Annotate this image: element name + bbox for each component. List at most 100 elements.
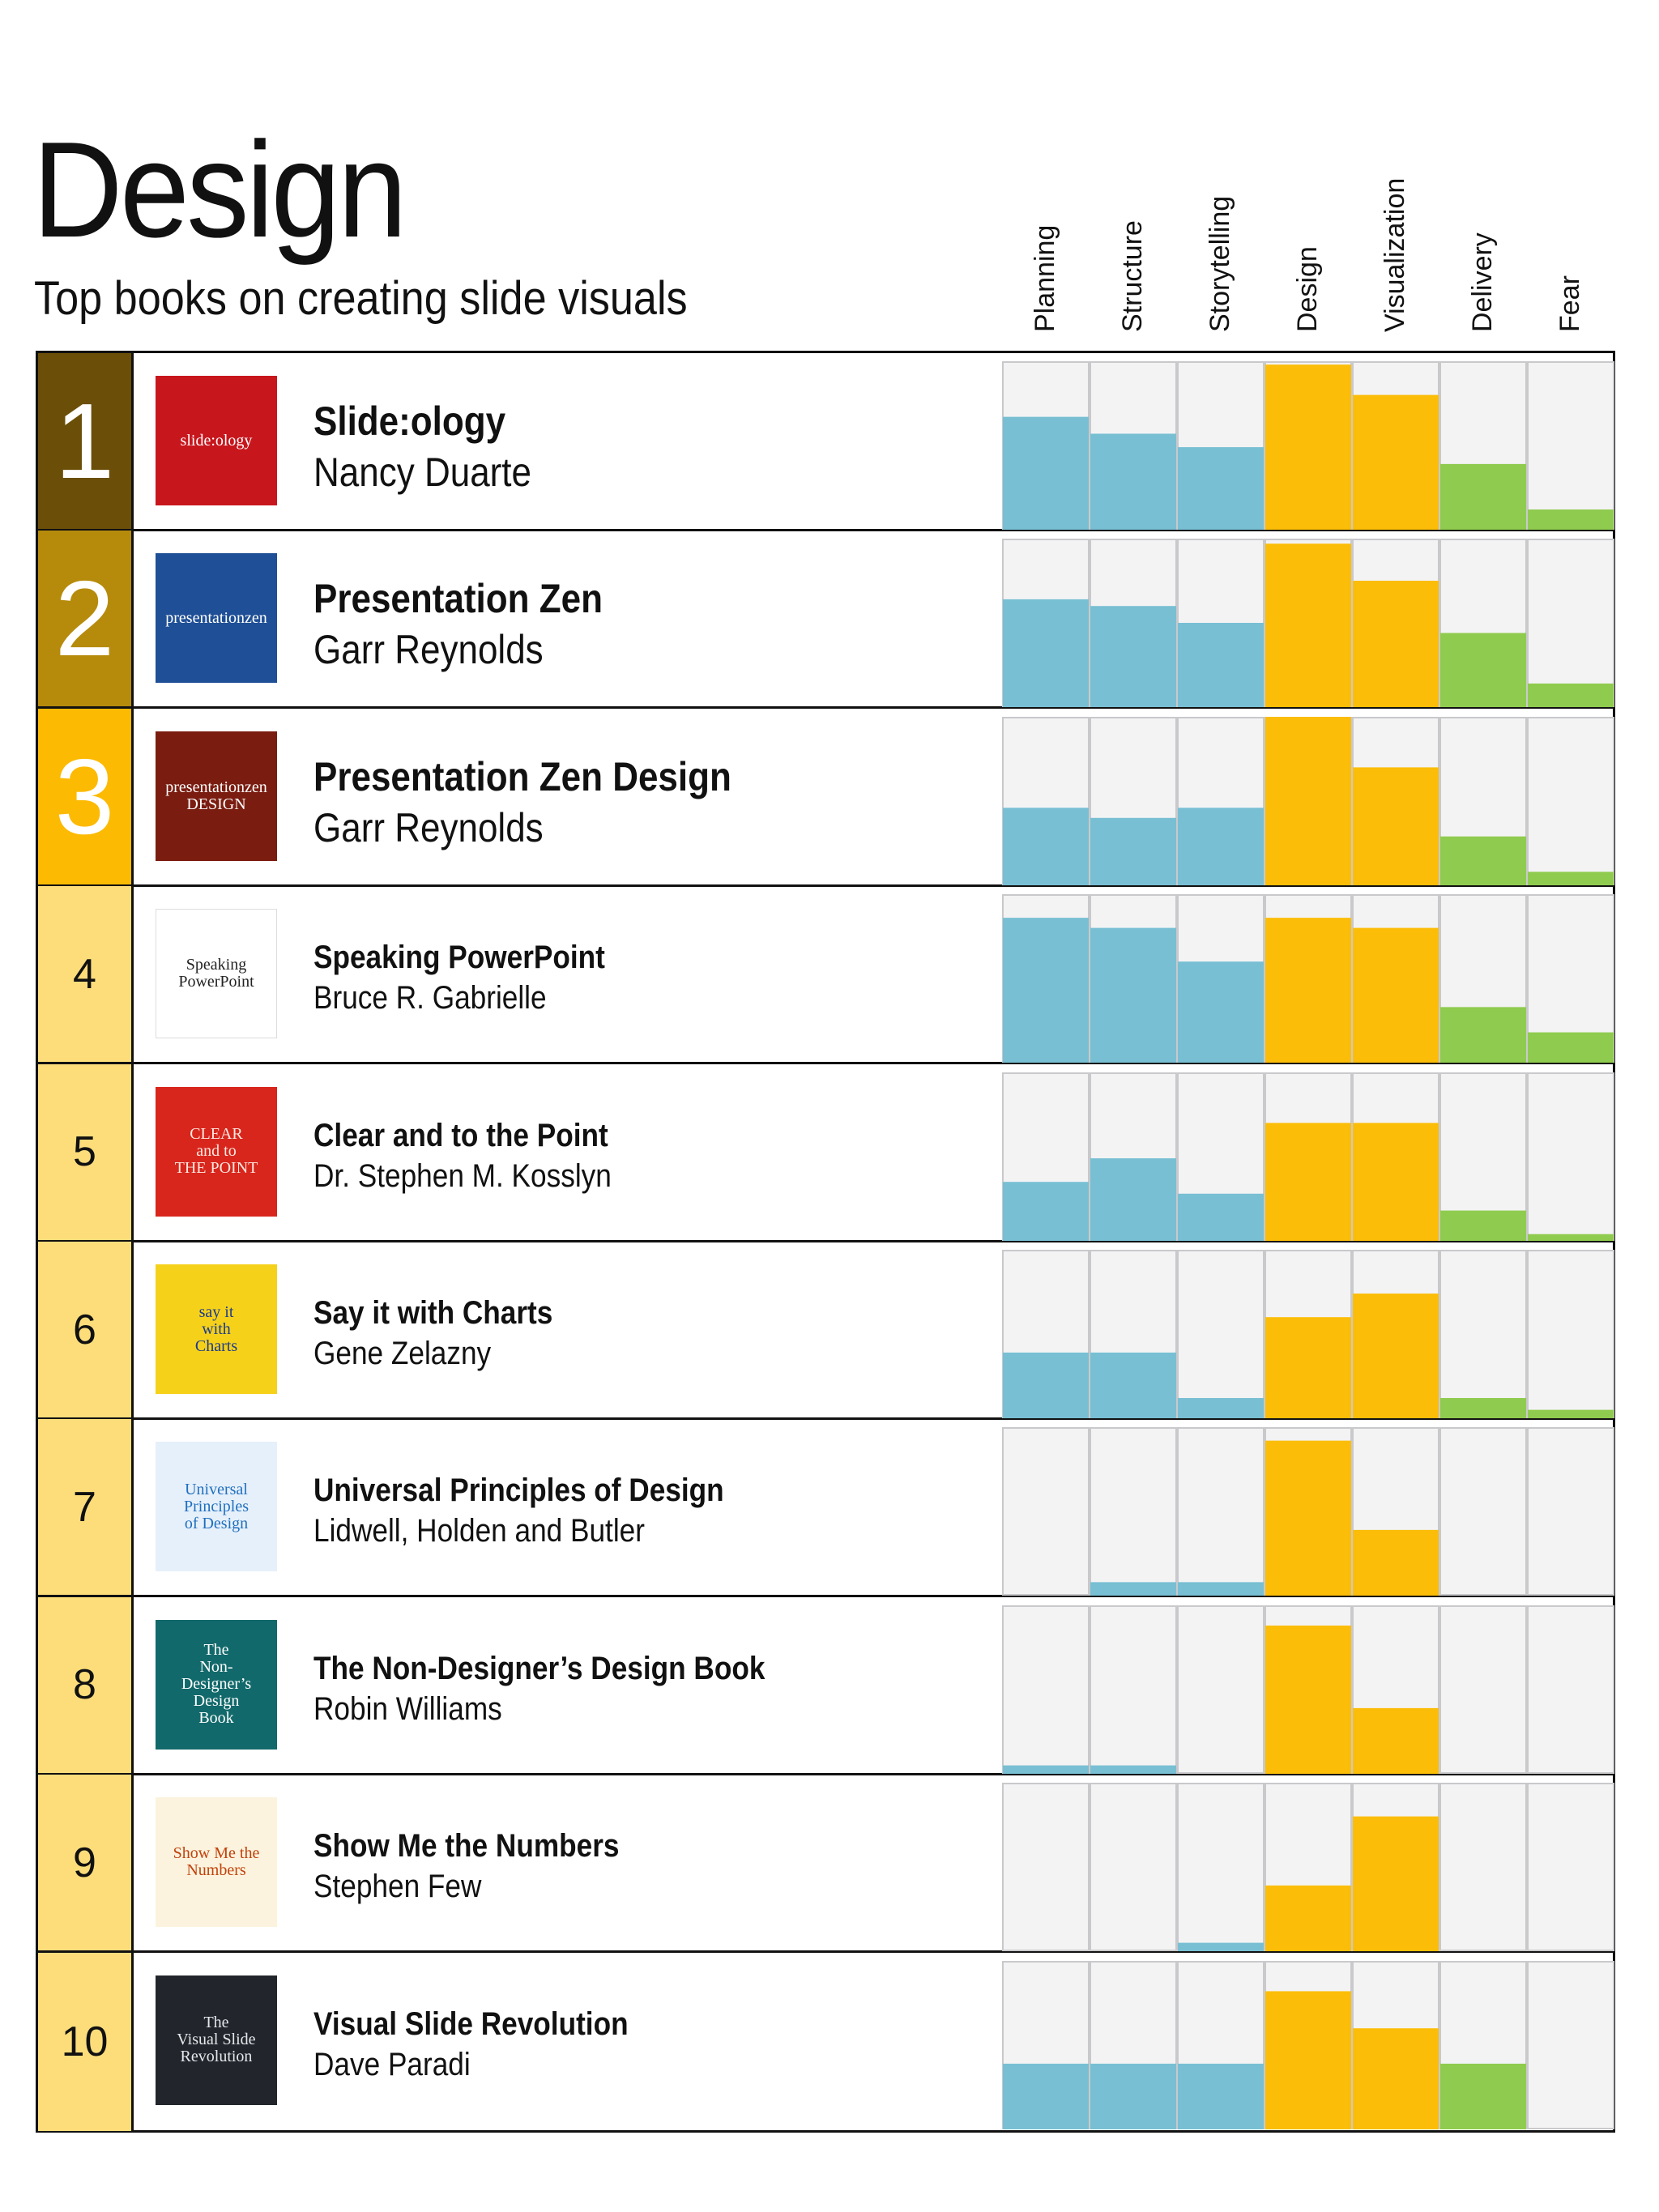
book-author: Dr. Stephen M. Kosslyn [313,1157,612,1194]
column-header-structure: Structure [1117,220,1148,332]
bar-cell-background [1527,361,1614,530]
bar-visualization [1353,394,1439,530]
column-header-design: Design [1292,246,1323,332]
bar-cell-background [1527,1072,1614,1241]
bar-visualization [1353,1707,1439,1774]
book-author: Lidwell, Holden and Butler [313,1513,645,1549]
bar-cell-background [1527,1605,1614,1774]
book-title: Presentation Zen Design [313,753,731,799]
rank-number: 4 [38,886,134,1063]
bar-delivery [1440,2063,1526,2129]
bar-delivery [1440,1210,1526,1241]
bar-cell-background [1177,1427,1265,1596]
bar-storytelling [1178,1942,1264,1952]
bar-storytelling [1178,1398,1264,1418]
rank-number: 7 [38,1419,134,1596]
bar-storytelling [1178,961,1264,1063]
bar-fear [1528,1409,1614,1418]
bar-cell-background [1177,1250,1265,1418]
bar-planning [1003,1765,1089,1774]
bar-visualization [1353,2027,1439,2129]
rating-bars [1002,1250,1614,1418]
book-title: Show Me the Numbers [313,1828,620,1865]
rating-bars [1002,1427,1614,1596]
book-cover-image: The Visual Slide Revolution [156,1975,277,2105]
book-row: 8 The Non- Designer’s Design Book The Non-Desi… [38,1596,1614,1775]
bar-structure [1090,1157,1176,1241]
book-author: Robin Williams [313,1690,502,1727]
column-header-fear: Fear [1555,275,1585,332]
bar-cell-background [1527,1250,1614,1418]
book-cover-image: say it with Charts [156,1264,277,1394]
bar-structure [1090,1352,1176,1418]
book-cover-text: Revolution [180,2048,253,2066]
book-row: 6 say it with Charts Say it with Charts Gene … [38,1242,1614,1420]
rank-number: 3 [38,708,134,884]
book-cover-text: presentationzen [165,778,267,796]
book-author: Garr Reynolds [313,804,544,850]
rating-bars [1002,716,1614,885]
book-author: Gene Zelazny [313,1336,492,1371]
book-row: 3 presentationzen DESIGN Presentation Zen D… [38,708,1614,887]
bar-visualization [1353,767,1439,885]
bar-planning [1003,1181,1089,1241]
bar-cell-background [1002,1783,1090,1952]
book-cover-image: slide:ology [156,376,277,505]
bar-visualization [1353,1530,1439,1596]
book-cover-image: presentationzen [156,553,277,684]
bar-cell-background [1527,539,1614,708]
book-cover-text: Visual Slide [177,2031,256,2049]
bar-visualization [1353,1122,1439,1241]
bar-visualization [1353,1816,1439,1952]
book-title: Visual Slide Revolution [313,2005,629,2042]
book-cover-text: Book [198,1709,234,1728]
bar-design [1265,918,1351,1063]
bar-design [1265,1625,1351,1774]
rank-number: 1 [38,353,134,529]
column-header-delivery: Delivery [1467,232,1498,332]
bar-planning [1003,416,1089,530]
bar-fear [1528,1234,1614,1241]
book-cover-text: Universal Principles [184,1480,249,1515]
column-headers: Planning Structure Storytelling Design Visua… [0,0,1659,348]
bar-cell-background [1177,1605,1265,1774]
rank-number: 6 [38,1242,134,1417]
bar-delivery [1440,836,1526,885]
bar-design [1265,1122,1351,1241]
book-cover-text: CLEAR [190,1125,243,1144]
bar-planning [1003,599,1089,708]
bar-storytelling [1178,1193,1264,1241]
book-author: Stephen Few [313,1869,482,1905]
bar-structure [1090,927,1176,1063]
bar-delivery [1440,633,1526,708]
book-title: Slide:ology [313,399,506,444]
book-row: 4 Speaking PowerPoint Speaking PowerPoint Br… [38,886,1614,1065]
bar-cell-background [1177,1783,1265,1952]
bar-structure [1090,606,1176,708]
book-cover-text: slide:ology [180,431,253,450]
bar-cell-background [1002,1427,1090,1596]
book-cover-text: Show Me the Numbers [173,1844,260,1880]
rating-bars [1002,1960,1614,2129]
book-cover-image: Speaking PowerPoint [156,909,277,1039]
book-title: The Non-Designer’s Design Book [313,1650,766,1686]
bar-storytelling [1178,447,1264,530]
bar-cell-background [1090,1427,1177,1596]
bar-design [1265,364,1351,530]
bar-visualization [1353,927,1439,1063]
bar-visualization [1353,581,1439,708]
book-cover-text: presentationzen [165,608,267,627]
bar-design [1265,1886,1351,1952]
bar-cell-background [1439,1250,1527,1418]
book-cover-image: Universal Principles of Design [156,1442,277,1572]
bar-storytelling [1178,808,1264,885]
book-title: Presentation Zen [313,576,603,622]
bar-design [1265,543,1351,708]
bar-cell-background [1527,1783,1614,1952]
book-row: 1 slide:ology Slide:ology Nancy Duarte [38,353,1614,531]
bar-structure [1090,817,1176,885]
bar-cell-background [1527,1960,1614,2129]
bar-design [1265,1317,1351,1418]
bar-storytelling [1178,2063,1264,2129]
book-cover-text: Non- [199,1658,233,1677]
